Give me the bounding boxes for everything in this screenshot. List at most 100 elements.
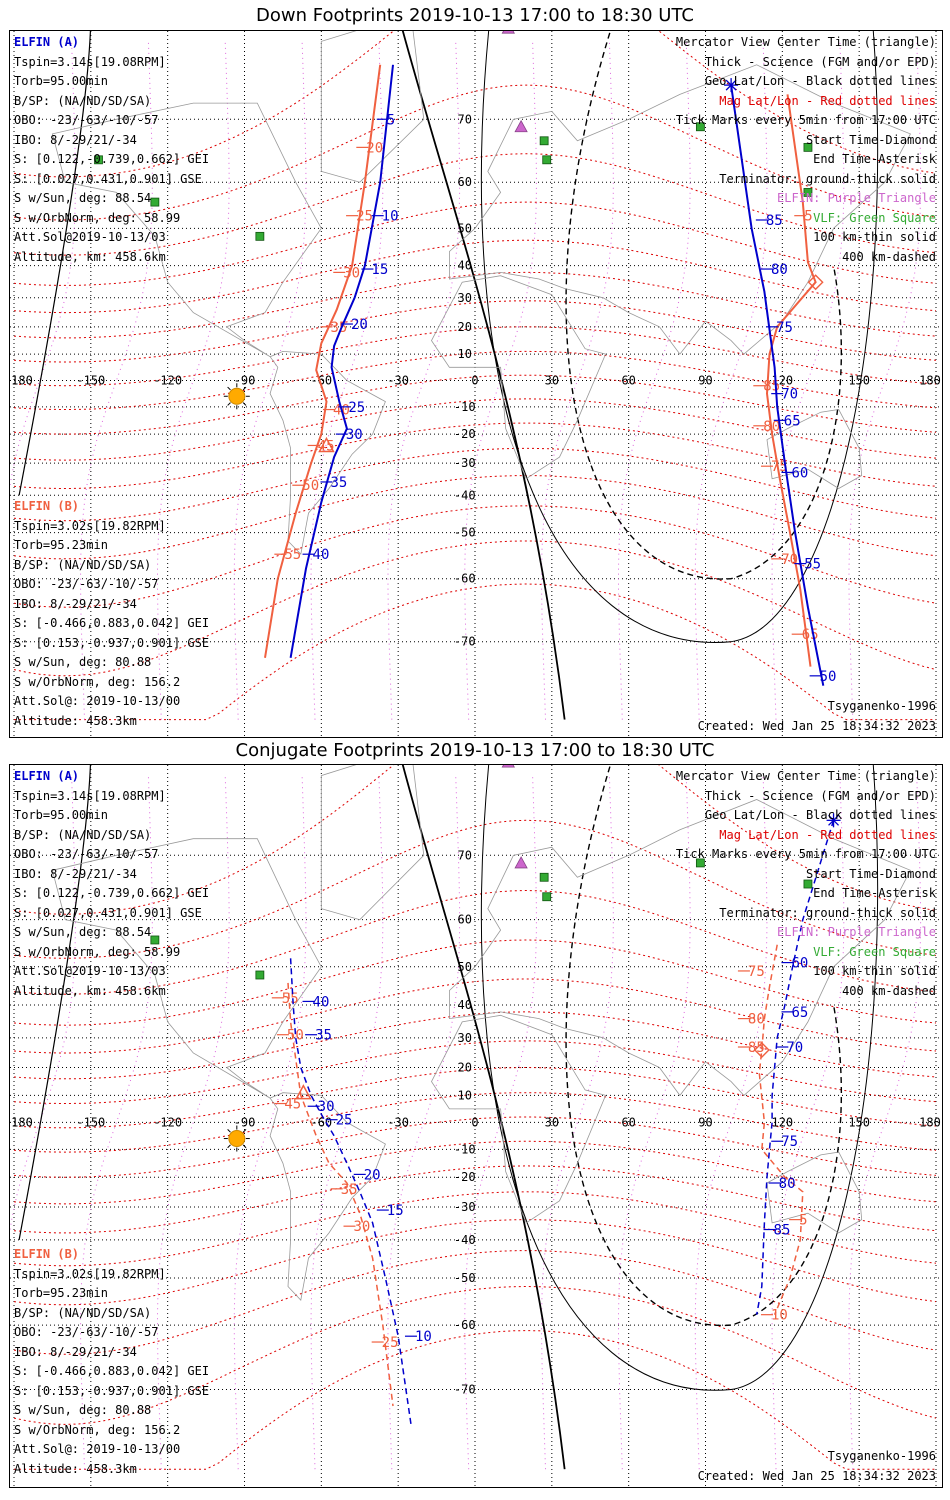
lon-tick-label: 90 — [698, 373, 712, 387]
start-diamond-icon — [807, 274, 824, 291]
lon-tick-label: 0 — [471, 1115, 478, 1129]
lon-tick-label: -150 — [76, 373, 105, 387]
lat-tick-label: 30 — [458, 291, 472, 305]
sun-disc — [228, 387, 246, 405]
sun-ray — [242, 1128, 247, 1133]
lon-tick-label: 120 — [771, 373, 793, 387]
mag-latitude-line — [13, 1165, 937, 1234]
track-time-label: 85 — [763, 379, 780, 395]
legend-item: 400 km-dashed — [842, 249, 936, 264]
square-icon — [255, 970, 265, 980]
track-time-label: 65 — [791, 1005, 808, 1021]
track-time-label: 55 — [282, 991, 299, 1007]
elfin-a-param: Altitude, km: 458.6km — [14, 983, 166, 998]
track-time-label: 45 — [284, 1097, 301, 1113]
legend-item: ELFIN: Purple Triangle — [777, 925, 936, 939]
mag-latitude-line — [13, 1040, 937, 1105]
track-time-label: 75 — [748, 964, 765, 980]
coastline-path — [320, 765, 425, 921]
elfin-b-param: S: [0.153,-0.937,0.901] GSE — [14, 635, 210, 650]
created-label: Created: Wed Jan 25 18:34:32 2023 — [697, 719, 936, 733]
lon-tick-label: -120 — [153, 1115, 182, 1129]
legend: Mercator View Center Time (triangle) Thic… — [676, 33, 936, 267]
sun-ray — [227, 402, 231, 406]
legend-item: Terminator: ground-thick solid — [719, 171, 936, 186]
coastline-path — [766, 1151, 863, 1234]
lon-tick-label: 30 — [545, 373, 559, 387]
sun-ray — [227, 1128, 231, 1133]
lat-tick-label: 40 — [458, 998, 472, 1012]
square-icon — [803, 188, 813, 197]
lat-tick-label: -10 — [454, 400, 476, 414]
sun-ray — [242, 386, 247, 391]
footprint-track-line — [287, 982, 394, 1407]
elfin-b-param: IBO: 8/-29/21/-34 — [14, 596, 137, 611]
track-time-label: 30 — [318, 1099, 335, 1115]
triangle-icon — [501, 31, 515, 34]
lon-tick-label: -90 — [234, 373, 256, 387]
elfin-b-param: S w/Sun, deg: 80.88 — [14, 655, 152, 669]
lon-tick-label: -30 — [387, 373, 409, 387]
mag-longitude-line — [694, 775, 768, 1470]
legend-item: 400 km-dashed — [842, 983, 936, 998]
footprint-track-line — [264, 64, 382, 658]
asterisk-stroke — [725, 79, 737, 91]
end-asterisk-icon — [826, 813, 841, 828]
elfin-b-param: B/SP: (NA/ND/SD/SA) — [14, 1305, 152, 1320]
coastline-path — [51, 102, 322, 358]
legend-item: VLF: Green Square — [813, 210, 936, 225]
lon-tick-label: 150 — [848, 373, 870, 387]
elfin-b-param: IBO: 8/-29/21/-34 — [14, 1344, 137, 1359]
footprint-track-line — [755, 820, 835, 1315]
mag-longitude-line — [10, 775, 76, 1233]
map-canvas[interactable]: 180 -150 -120 -90 -60 -30 0 30 60 90 120 150 1807060… — [10, 765, 942, 1487]
track-time-label: 5 — [387, 112, 395, 128]
footprint-track-line — [730, 84, 825, 686]
elfin-a-param: OBO: -23/-63/-10/-57 — [14, 113, 159, 127]
footprint-track-line — [758, 944, 804, 1315]
mag-latitude-line — [13, 1092, 937, 1153]
mag-latitude-line — [13, 31, 937, 178]
track-time-label: 30 — [343, 265, 360, 281]
lon-tick-label: 180 — [11, 373, 33, 387]
mag-latitude-line — [13, 1140, 937, 1205]
lon-tick-label: -30 — [387, 1115, 409, 1129]
sun-icon — [223, 1125, 250, 1152]
track-time-label: 30 — [354, 1219, 371, 1235]
mag-latitude-line — [13, 1250, 937, 1355]
square-icon — [255, 231, 265, 241]
elfin-b-param: Att.Sol@: 2019-10-13/00 — [14, 694, 181, 708]
elfin-a-param: S w/Sun, deg: 88.54 — [14, 191, 152, 205]
track-time-label: 20 — [366, 140, 383, 156]
track-time-label: 20 — [351, 317, 368, 333]
sun-disc — [228, 1130, 246, 1148]
mag-longitude-line — [157, 775, 230, 1470]
elfin-a-param: Att.Sol@2019-10-13/03 — [14, 230, 166, 244]
mag-longitude-line — [618, 775, 691, 1470]
lon-tick-label: -60 — [310, 373, 332, 387]
elfin-b-param: Torb=95.23min — [14, 538, 108, 552]
lon-tick-label: 0 — [471, 373, 478, 387]
elfin-a-param: B/SP: (NA/ND/SD/SA) — [14, 93, 152, 108]
track-time-label: 35 — [330, 475, 347, 491]
lat-tick-label: -40 — [454, 1233, 476, 1247]
map-canvas[interactable]: 180 -150 -120 -90 -60 -30 0 30 60 90 120 150 1807060… — [10, 31, 942, 737]
mag-latitude-line — [13, 300, 937, 363]
elfin-b-param: S w/Sun, deg: 80.88 — [14, 1403, 152, 1417]
sun-icon — [223, 383, 250, 410]
track-time-label: 80 — [779, 1176, 796, 1192]
coastlines — [51, 765, 911, 1301]
mag-latitude-line — [13, 1219, 937, 1306]
square-icon — [542, 892, 552, 902]
track-time-label: 60 — [791, 956, 808, 972]
mag-latitude-line — [13, 374, 937, 435]
elfin-b-param: Att.Sol@: 2019-10-13/00 — [14, 1442, 181, 1456]
legend-item: 100 km-thin solid — [813, 964, 936, 978]
lat-tick-label: 60 — [458, 175, 472, 189]
elfin-a-param: S w/OrbNorm, deg: 58.99 — [14, 210, 181, 225]
elfin-b-param: S: [0.153,-0.937,0.901] GSE — [14, 1383, 210, 1398]
lon-tick-label: -120 — [153, 373, 182, 387]
terminator-100km-line — [480, 765, 879, 1391]
mag-latitude-line — [14, 1330, 936, 1470]
